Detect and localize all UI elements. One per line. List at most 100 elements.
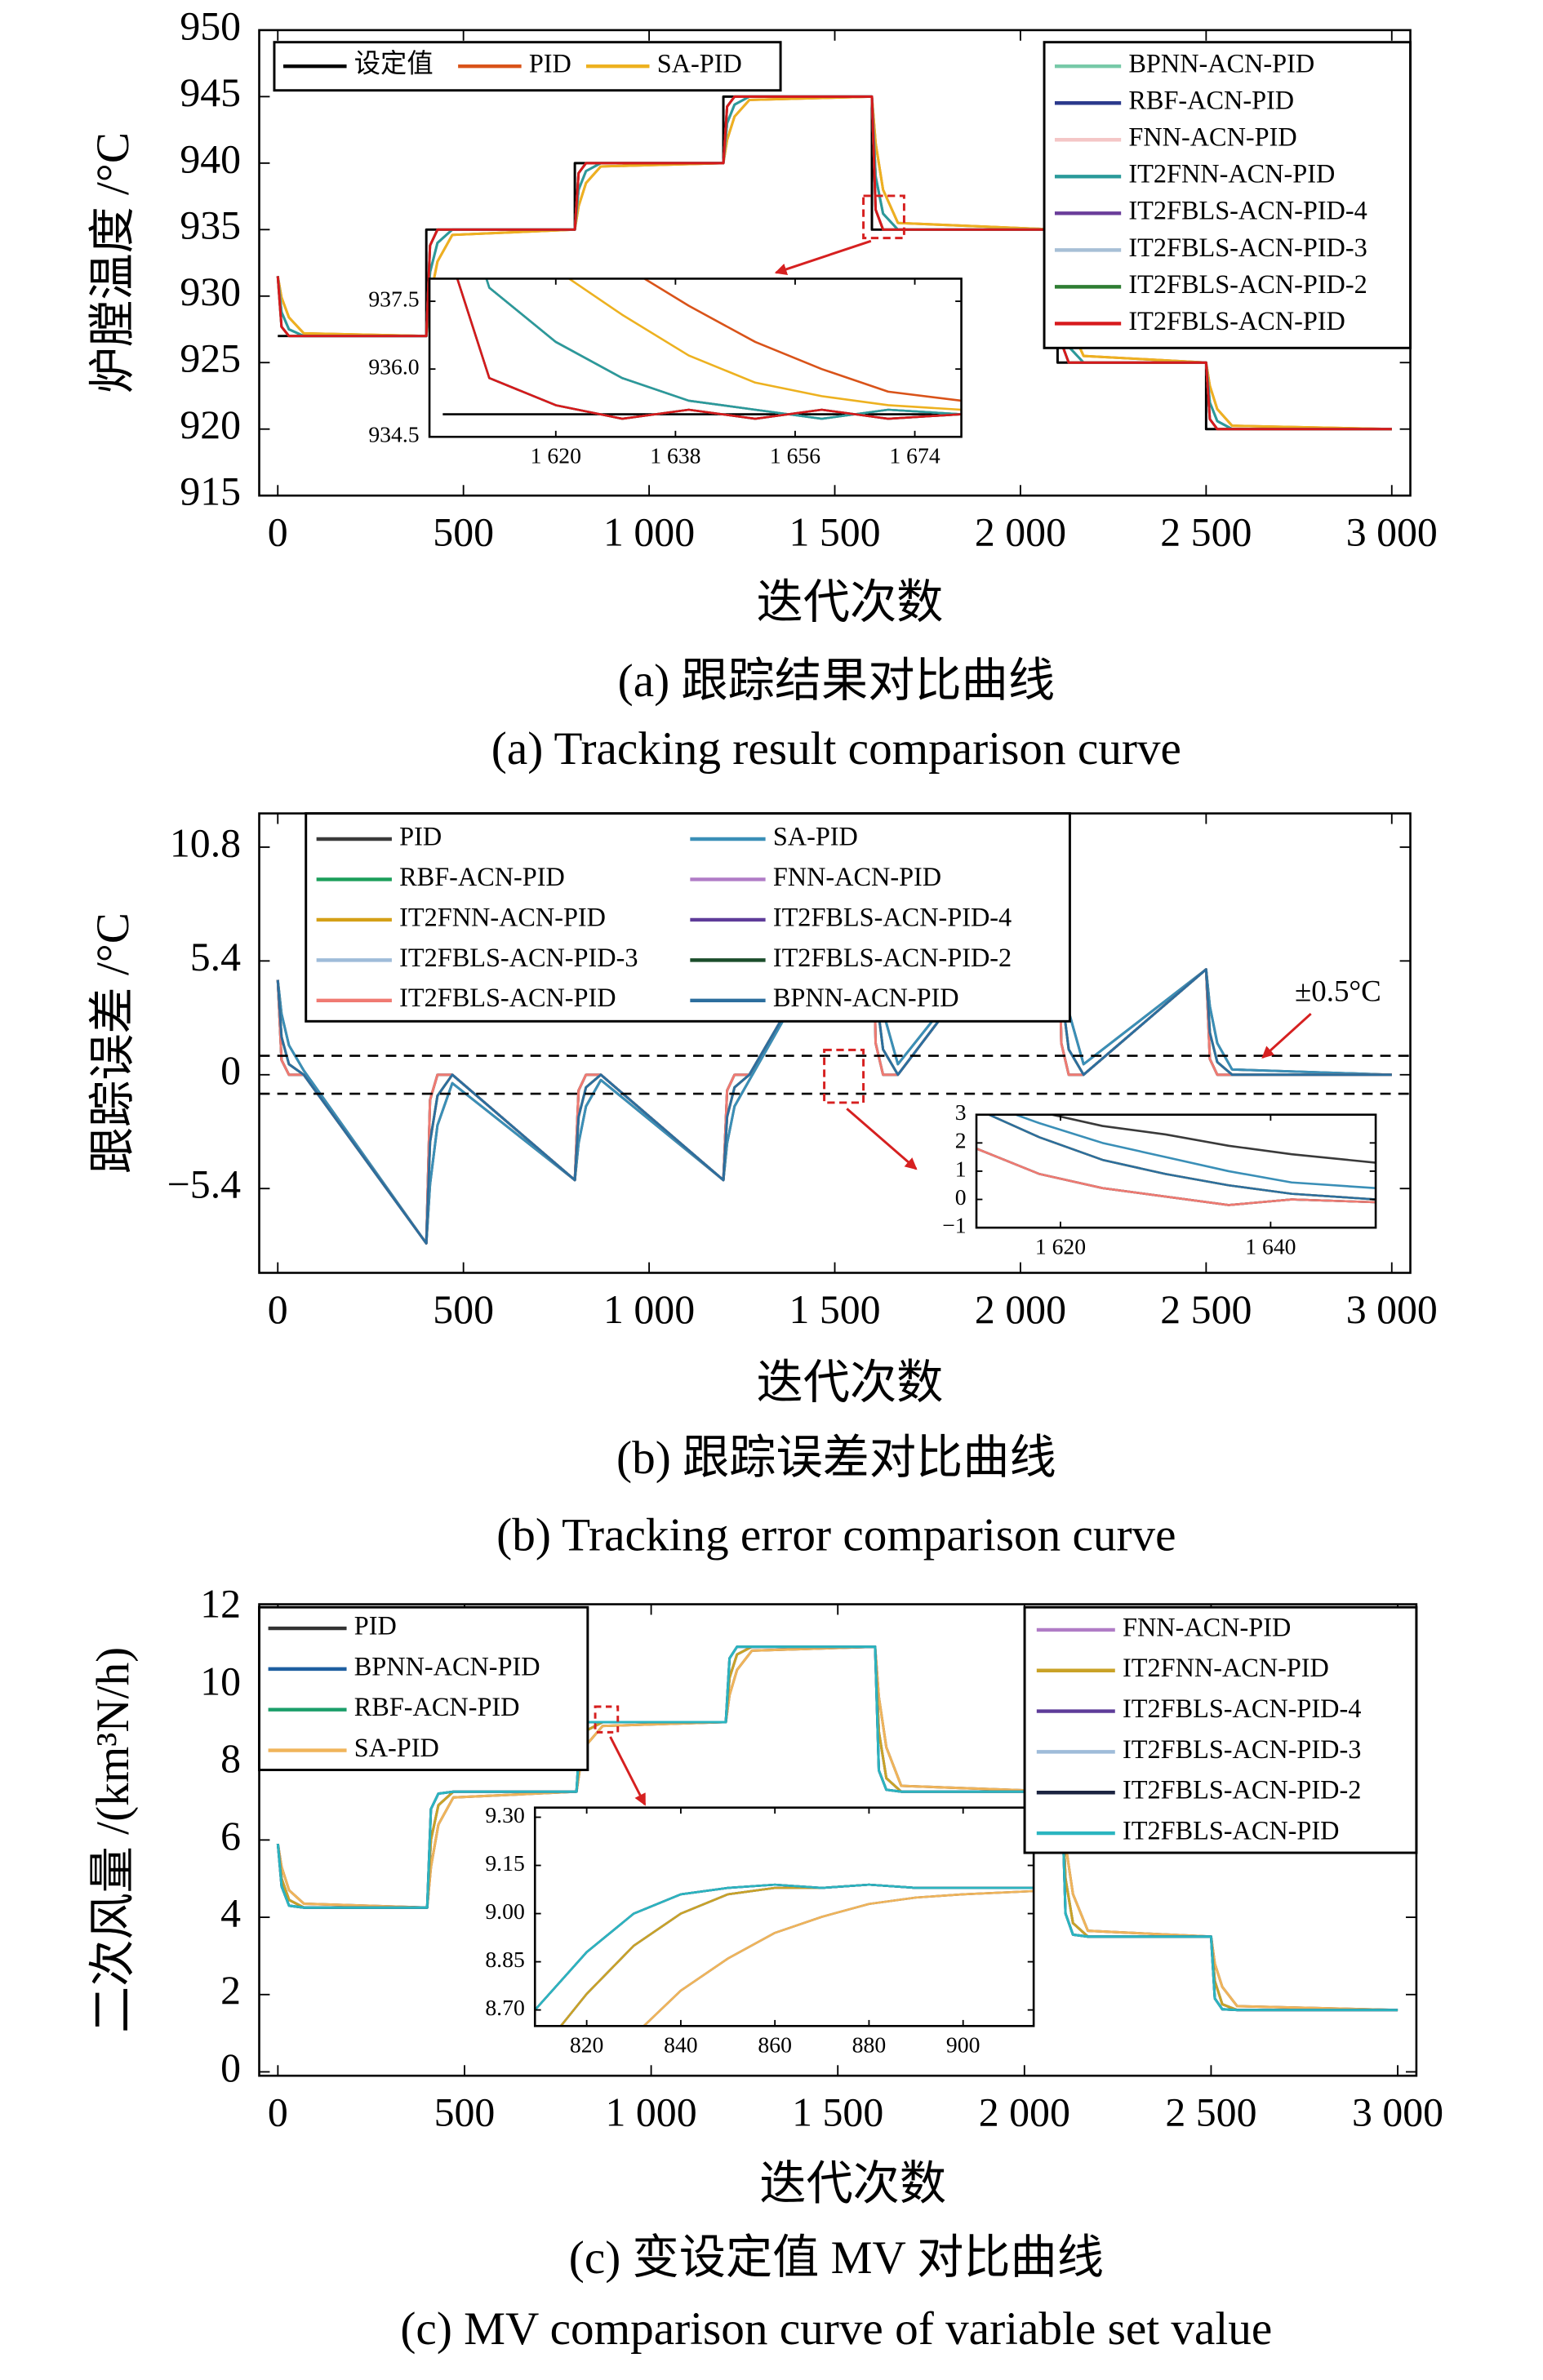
y-tick-label: 0 [220, 1048, 241, 1093]
legend-frame [305, 812, 1071, 1023]
chart: 0 500 1 000 1 500 2 000 2 500 3 000 −5.4 0 5.4 10.… [87, 812, 1438, 1561]
inset-plot [976, 1114, 1376, 1206]
legend: FNN-ACN-PID IT2FNN-ACN-PID IT2FBLS-ACN-PID… [1023, 1605, 1418, 1854]
chart: 0 500 1 000 1 500 2 000 2 500 3 000 0 2 4 6 8 10 12 迭代… [87, 1582, 1443, 2355]
y-tick-label: 930 [180, 269, 241, 314]
y-axis-label: 跟踪误差 /°C [87, 912, 139, 1174]
series-line [276, 1645, 1398, 2012]
chart: 0 500 1 000 1 500 2 000 2 500 3 000 915 920 925 93… [87, 3, 1438, 775]
y-tick-label: 10 [200, 1658, 241, 1703]
series-line [567, 278, 962, 411]
x-tick-label: 2 500 [1160, 509, 1252, 554]
x-tick-label: 2 000 [975, 509, 1066, 554]
legend-label: RBF-ACN-PID [1128, 86, 1294, 115]
caption: (c) 变设定值 MV 对比曲线 [569, 2232, 1104, 2284]
inset-plot [442, 278, 962, 420]
series-line [535, 1883, 1034, 2011]
band-arrow [1261, 1012, 1312, 1059]
legend-label: IT2FBLS-ACN-PID-4 [1128, 196, 1367, 225]
legend-label: FNN-ACN-PID [1128, 122, 1296, 152]
x-tick-label: 1 500 [789, 509, 880, 554]
y-tick-label: 8.70 [485, 1995, 524, 2020]
x-tick-label: 840 [664, 2031, 698, 2057]
y-tick-label: 1 [955, 1156, 967, 1181]
y-tick-label: 9.30 [485, 1802, 524, 1827]
plot-area [259, 863, 1411, 1245]
legend: 设定值 PID SA-PID [273, 41, 782, 92]
x-tick-label: 1 656 [770, 442, 820, 468]
legend-label: IT2FBLS-ACN-PID-4 [773, 902, 1012, 931]
x-tick-label: 1 640 [1245, 1233, 1296, 1259]
y-tick-label: 8 [220, 1736, 241, 1781]
x-tick-label: 2 000 [975, 1287, 1066, 1332]
legend-label: IT2FBLS-ACN-PID-3 [1128, 233, 1367, 262]
x-tick-label: 1 500 [789, 1287, 880, 1332]
legend: PID SA-PID RBF-ACN-PID FNN-ACN-PID IT2FNN-AC… [305, 812, 1071, 1023]
y-tick-label: 915 [180, 469, 241, 514]
y-tick-label: 950 [180, 3, 241, 48]
series-line [986, 1114, 1376, 1201]
x-tick-label: 500 [433, 509, 494, 554]
legend-label: PID [399, 821, 442, 850]
y-tick-label: −1 [942, 1212, 966, 1237]
x-tick-label: 3 000 [1346, 509, 1438, 554]
x-tick-label: 0 [268, 509, 288, 554]
plot-area [276, 1645, 1398, 2012]
legend-label: IT2FBLS-ACN-PID-3 [1123, 1734, 1361, 1764]
legend-label: IT2FBLS-ACN-PID [1123, 1815, 1339, 1845]
legend-label: BPNN-ACN-PID [1128, 49, 1314, 78]
caption: (b) 跟踪误差对比曲线 [616, 1432, 1056, 1484]
x-tick-label: 880 [852, 2031, 887, 2057]
y-tick-label: 9.15 [485, 1850, 524, 1876]
x-tick-label: 820 [570, 2031, 604, 2057]
inset-plot [535, 1883, 1034, 2027]
legend-label: IT2FBLS-ACN-PID-3 [399, 943, 638, 972]
inset: 820 840 860 880 900 8.70 8.85 9.00 9.15 9.30 [485, 1802, 1035, 2057]
x-tick-label: 2 500 [1165, 2089, 1256, 2134]
y-tick-label: 935 [180, 203, 241, 248]
legend-label: 设定值 [354, 49, 434, 78]
y-tick-label: −5.4 [167, 1162, 241, 1207]
annotation: ±0.5°C [1295, 975, 1381, 1008]
x-tick-label: 3 000 [1346, 1287, 1438, 1332]
y-tick-label: 6 [220, 1814, 241, 1858]
legend-label: IT2FNN-ACN-PID [1123, 1653, 1329, 1682]
series-line [1047, 1114, 1376, 1164]
x-tick-label: 1 638 [650, 442, 700, 468]
caption-en: (c) MV comparison curve of variable set … [400, 2303, 1272, 2355]
legend-label: RBF-ACN-PID [354, 1692, 520, 1721]
y-tick-label: 0 [220, 2045, 241, 2090]
legend-label: IT2FBLS-ACN-PID-2 [1123, 1775, 1361, 1805]
legend-frame [273, 41, 782, 92]
legend-label: SA-PID [354, 1733, 439, 1762]
series-line [485, 278, 962, 420]
zoom-arrow [846, 1108, 918, 1170]
x-tick-label: 1 000 [603, 1287, 695, 1332]
x-tick-label: 0 [268, 1287, 288, 1332]
y-tick-label: 920 [180, 402, 241, 447]
x-tick-label: 1 500 [792, 2089, 883, 2134]
zoom-box [594, 1705, 620, 1734]
legend-label: FNN-ACN-PID [773, 862, 941, 891]
series-line [976, 1148, 1376, 1206]
inset: 1 620 1 638 1 656 1 674 934.5 936.0 937.5 [368, 278, 963, 468]
legend-label: RBF-ACN-PID [399, 862, 565, 891]
legend: BPNN-ACN-PID RBF-ACN-PID FNN-ACN-PID IT2FNN… [1043, 41, 1412, 349]
y-axis-label: 炉膛温度 /°C [87, 132, 139, 393]
y-tick-label: 936.0 [368, 354, 419, 380]
caption-en: (b) Tracking error comparison curve [496, 1509, 1176, 1561]
legend-label: BPNN-ACN-PID [354, 1651, 540, 1681]
legend-label: IT2FBLS-ACN-PID-4 [1123, 1694, 1361, 1723]
annotations [594, 194, 1312, 1806]
x-tick-label: 0 [268, 2089, 288, 2134]
y-tick-label: 925 [180, 336, 241, 381]
y-tick-label: 945 [180, 70, 241, 115]
inset-background [976, 1114, 1376, 1228]
series-line [276, 863, 1392, 1245]
legend-label: FNN-ACN-PID [1123, 1612, 1291, 1641]
legend-frame [258, 1605, 589, 1772]
zoom-arrow [609, 1736, 647, 1806]
y-tick-label: 940 [180, 136, 241, 181]
y-tick-label: 2 [220, 1968, 241, 2013]
